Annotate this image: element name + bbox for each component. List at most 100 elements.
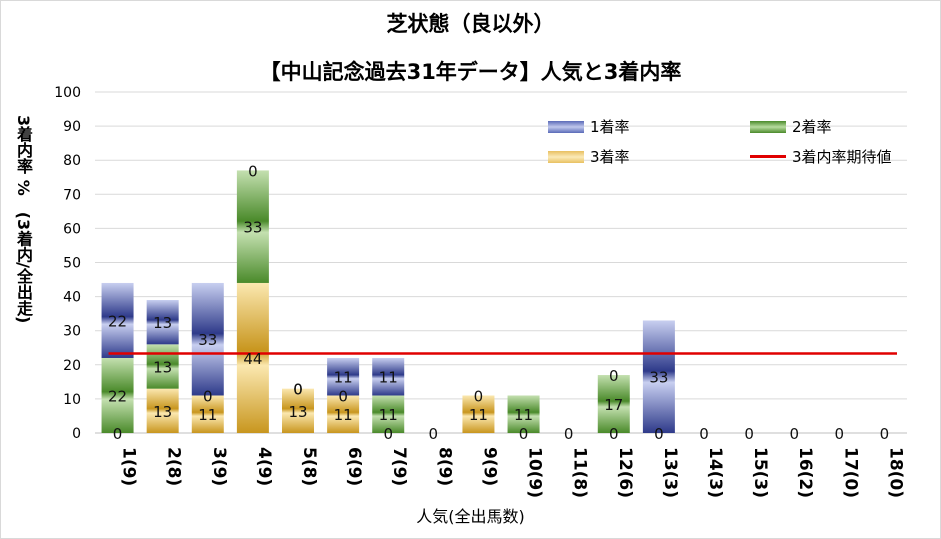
data-label: 0 — [113, 425, 123, 443]
bar-2nd — [101, 357, 134, 433]
data-label: 0 — [429, 425, 439, 443]
data-label: 44 — [243, 350, 262, 368]
data-label: 0 — [744, 425, 754, 443]
bar-2nd — [507, 395, 540, 433]
data-label: 0 — [835, 425, 845, 443]
legend-item-2nd: 2着率 — [750, 116, 832, 137]
bar-1st — [191, 282, 224, 396]
bar-1st — [642, 320, 675, 433]
data-label: 33 — [198, 331, 217, 349]
legend-label-expected: 3着内率期待値 — [792, 148, 892, 166]
y-tick-label: 30 — [63, 324, 81, 340]
x-tick-label: 14(3) — [705, 447, 725, 498]
data-label: 0 — [383, 425, 393, 443]
data-label: 0 — [789, 425, 799, 443]
data-label: 0 — [293, 381, 303, 399]
data-label: 11 — [379, 369, 398, 387]
legend-swatch-2nd — [750, 120, 786, 133]
y-tick-label: 90 — [63, 119, 81, 135]
legend-swatch-expected — [750, 155, 786, 158]
data-label: 13 — [153, 403, 172, 421]
data-label: 11 — [198, 406, 217, 424]
data-label: 0 — [203, 387, 213, 405]
bar-3rd — [236, 282, 269, 433]
data-label: 0 — [880, 425, 890, 443]
x-tick-label: 12(6) — [615, 447, 635, 498]
bar-2nd — [236, 170, 269, 283]
x-tick-label: 18(0) — [885, 447, 905, 498]
data-label: 11 — [469, 406, 488, 424]
data-label: 17 — [604, 396, 623, 414]
data-label: 0 — [609, 425, 619, 443]
x-tick-label: 13(3) — [660, 447, 680, 498]
bar-1st — [101, 282, 134, 358]
data-label: 0 — [519, 425, 529, 443]
legend-item-expected: 3着内率期待値 — [750, 146, 892, 167]
data-label: 11 — [379, 406, 398, 424]
y-tick-label: 60 — [63, 221, 81, 237]
x-tick-label: 17(0) — [840, 447, 860, 498]
bar-1st — [327, 357, 360, 396]
bar-3rd — [146, 388, 179, 433]
chart-title: 芝状態（良以外） — [386, 12, 555, 36]
x-tick-label: 11(8) — [570, 447, 590, 498]
legend-label-1st: 1着率 — [590, 118, 630, 136]
legend-item-1st: 1着率 — [548, 116, 630, 137]
bar-2nd — [597, 375, 630, 433]
bar-3rd — [282, 388, 314, 433]
x-tick-label: 5(8) — [299, 447, 319, 486]
y-tick-label: 0 — [72, 426, 81, 442]
data-label: 22 — [108, 312, 127, 330]
data-label: 0 — [699, 425, 709, 443]
bar-3rd — [327, 395, 360, 433]
data-label: 13 — [153, 359, 172, 377]
data-label: 0 — [474, 387, 484, 405]
x-tick-label: 10(9) — [525, 447, 545, 498]
data-label: 22 — [108, 387, 127, 405]
y-axis-label: 3着内率 % (3着内/全出走) — [14, 115, 33, 324]
x-tick-label: 2(8) — [164, 447, 184, 486]
x-tick-label: 4(9) — [254, 447, 274, 486]
y-tick-label: 70 — [63, 187, 81, 203]
bar-3rd — [191, 395, 224, 433]
data-label: 0 — [654, 425, 664, 443]
legend-item-3rd: 3着率 — [548, 146, 630, 167]
legend-swatch-1st — [548, 120, 584, 133]
bar-1st — [372, 357, 405, 396]
data-label: 0 — [564, 425, 574, 443]
y-tick-label: 80 — [63, 153, 81, 169]
data-label: 33 — [243, 219, 262, 237]
y-tick-label: 10 — [63, 392, 81, 408]
y-tick-label: 20 — [63, 358, 81, 374]
data-label: 0 — [248, 162, 258, 180]
data-label: 0 — [293, 381, 303, 399]
x-tick-label: 7(9) — [389, 447, 409, 486]
x-axis-label: 人気(全出馬数) — [416, 507, 525, 526]
legend-label-3rd: 3着率 — [590, 148, 630, 166]
x-tick-label: 3(9) — [209, 447, 229, 486]
bar-2nd — [372, 395, 405, 433]
x-tick-label: 1(9) — [119, 447, 139, 486]
bar-2nd — [146, 344, 179, 389]
legend-label-2nd: 2着率 — [792, 118, 832, 136]
data-label: 11 — [514, 406, 533, 424]
x-tick-label: 6(9) — [344, 447, 364, 486]
x-tick-label: 8(9) — [434, 447, 454, 486]
data-label: 0 — [609, 367, 619, 385]
chart-subtitle: 【中山記念過去31年データ】人気と3着内率 — [259, 60, 682, 84]
y-tick-label: 50 — [63, 256, 81, 272]
legend-swatch-3rd — [548, 150, 584, 163]
x-tick-label: 15(3) — [750, 447, 770, 498]
y-tick-label: 40 — [63, 290, 81, 306]
data-label: 13 — [153, 314, 172, 332]
bar-3rd — [462, 395, 495, 433]
data-label: 13 — [288, 403, 307, 421]
data-label: 11 — [334, 369, 353, 387]
x-tick-label: 9(9) — [479, 447, 499, 486]
y-tick-label: 100 — [54, 85, 81, 101]
data-label: 0 — [338, 387, 348, 405]
data-label: 11 — [334, 406, 353, 424]
x-tick-label: 16(2) — [795, 447, 815, 498]
data-label: 33 — [649, 369, 668, 387]
